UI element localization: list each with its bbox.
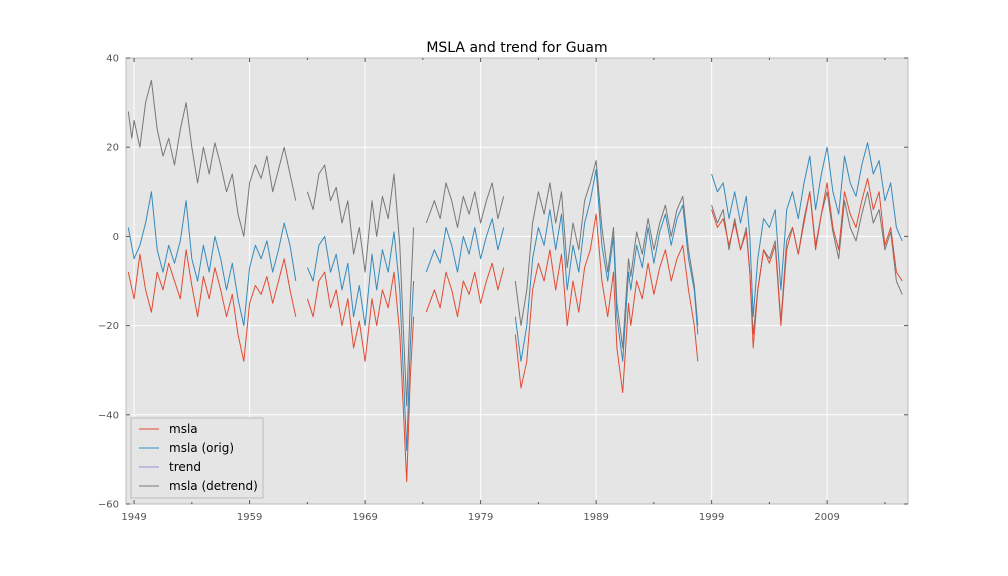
legend: msla msla (orig) trend msla (detrend) — [130, 417, 264, 499]
x-tick-label: 1969 — [352, 512, 377, 523]
y-tick-label: −60 — [98, 500, 119, 511]
y-tick-label: 40 — [106, 54, 119, 65]
x-tick-label: 1949 — [121, 512, 146, 523]
series-line-msla-detrend- — [127, 79, 903, 407]
legend-label: msla — [169, 422, 198, 436]
x-tick-label: 2009 — [814, 512, 839, 523]
legend-box — [130, 417, 264, 499]
series-line-msla — [127, 177, 903, 483]
x-tick-label: 1979 — [468, 512, 493, 523]
legend-label: trend — [169, 460, 201, 474]
y-tick-label: 0 — [113, 232, 119, 243]
legend-label: msla (orig) — [169, 441, 234, 455]
y-tick-label: −40 — [98, 410, 119, 421]
legend-label: msla (detrend) — [169, 479, 258, 493]
series-group — [127, 79, 903, 483]
y-tick-label: −20 — [98, 321, 119, 332]
x-tick-label: 1959 — [237, 512, 262, 523]
x-tick-label: 1989 — [583, 512, 608, 523]
x-tick-label: 1999 — [699, 512, 724, 523]
y-tick-label: 20 — [106, 143, 119, 154]
series-line-msla-orig- — [127, 142, 903, 451]
chart-title: MSLA and trend for Guam — [426, 40, 607, 56]
